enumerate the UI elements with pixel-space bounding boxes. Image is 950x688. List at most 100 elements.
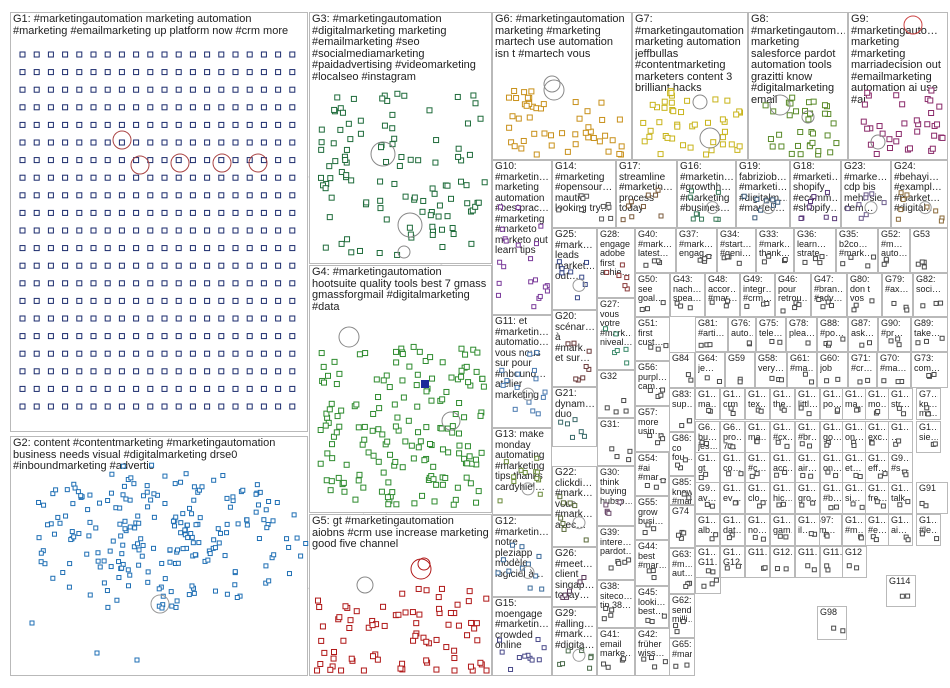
node[interactable]	[260, 245, 267, 252]
node[interactable]	[939, 134, 946, 141]
node[interactable]	[905, 593, 911, 599]
node[interactable]	[284, 536, 290, 542]
node[interactable]	[211, 477, 217, 483]
node[interactable]	[538, 223, 544, 229]
node[interactable]	[63, 513, 69, 519]
node[interactable]	[62, 139, 69, 146]
node[interactable]	[874, 499, 880, 505]
node[interactable]	[896, 342, 902, 348]
node[interactable]	[314, 667, 321, 674]
node[interactable]	[232, 174, 239, 181]
node[interactable]	[167, 547, 173, 553]
node[interactable]	[47, 86, 54, 93]
node[interactable]	[260, 385, 267, 392]
node[interactable]	[169, 603, 175, 609]
node[interactable]	[189, 69, 196, 76]
node[interactable]	[362, 350, 369, 357]
node[interactable]	[294, 535, 300, 541]
node[interactable]	[328, 478, 335, 485]
node[interactable]	[641, 138, 648, 145]
node[interactable]	[19, 315, 26, 322]
node[interactable]	[133, 121, 140, 128]
node[interactable]	[825, 469, 831, 475]
node[interactable]	[400, 394, 407, 401]
node[interactable]	[62, 262, 69, 269]
node[interactable]	[412, 632, 419, 639]
node[interactable]	[618, 143, 625, 150]
node[interactable]	[118, 209, 125, 216]
node[interactable]	[76, 245, 83, 252]
node[interactable]	[370, 410, 377, 417]
node[interactable]	[473, 620, 480, 627]
node[interactable]	[900, 196, 906, 202]
node[interactable]	[603, 326, 609, 332]
node[interactable]	[189, 157, 196, 164]
node[interactable]	[184, 522, 190, 528]
node[interactable]	[118, 297, 125, 304]
node[interactable]	[439, 244, 446, 251]
node[interactable]	[827, 149, 834, 156]
node[interactable]	[246, 262, 253, 269]
node[interactable]	[117, 521, 123, 527]
node[interactable]	[90, 69, 97, 76]
node[interactable]	[833, 473, 839, 479]
node[interactable]	[526, 399, 532, 405]
node[interactable]	[147, 403, 154, 410]
node[interactable]	[687, 144, 694, 151]
node[interactable]	[417, 438, 424, 445]
node[interactable]	[199, 484, 205, 490]
node[interactable]	[275, 245, 282, 252]
node[interactable]	[204, 104, 211, 111]
node[interactable]	[518, 467, 524, 473]
node[interactable]	[380, 469, 387, 476]
node[interactable]	[232, 209, 239, 216]
node[interactable]	[393, 359, 400, 366]
node[interactable]	[104, 315, 111, 322]
node[interactable]	[464, 460, 471, 467]
node[interactable]	[533, 376, 539, 382]
node[interactable]	[738, 471, 744, 477]
node[interactable]	[323, 477, 330, 484]
node[interactable]	[218, 86, 225, 93]
node[interactable]	[690, 216, 696, 222]
node[interactable]	[232, 86, 239, 93]
node[interactable]	[136, 547, 142, 553]
node[interactable]	[191, 497, 197, 503]
node[interactable]	[218, 315, 225, 322]
node[interactable]	[317, 427, 324, 434]
node[interactable]	[430, 476, 437, 483]
node[interactable]	[438, 585, 445, 592]
node[interactable]	[19, 280, 26, 287]
node[interactable]	[253, 509, 259, 515]
node[interactable]	[336, 370, 343, 377]
node[interactable]	[924, 204, 930, 210]
node[interactable]	[851, 442, 857, 448]
node[interactable]	[463, 474, 470, 481]
node[interactable]	[338, 407, 345, 414]
node[interactable]	[522, 470, 528, 476]
node[interactable]	[68, 537, 74, 543]
node[interactable]	[189, 403, 196, 410]
node[interactable]	[626, 457, 632, 463]
node[interactable]	[266, 498, 272, 504]
node[interactable]	[864, 125, 871, 132]
node[interactable]	[324, 450, 331, 457]
node[interactable]	[90, 297, 97, 304]
node[interactable]	[913, 117, 920, 124]
node[interactable]	[110, 538, 116, 544]
node[interactable]	[857, 379, 863, 385]
node[interactable]	[449, 429, 456, 436]
node[interactable]	[639, 306, 645, 312]
node[interactable]	[470, 92, 477, 99]
node[interactable]	[350, 95, 357, 102]
node[interactable]	[90, 350, 97, 357]
node[interactable]	[514, 384, 520, 390]
node[interactable]	[125, 583, 131, 589]
node[interactable]	[414, 403, 421, 410]
node[interactable]	[531, 130, 538, 137]
node[interactable]	[919, 259, 925, 265]
node[interactable]	[533, 241, 539, 247]
node[interactable]	[75, 489, 81, 495]
node[interactable]	[218, 209, 225, 216]
node[interactable]	[430, 463, 437, 470]
